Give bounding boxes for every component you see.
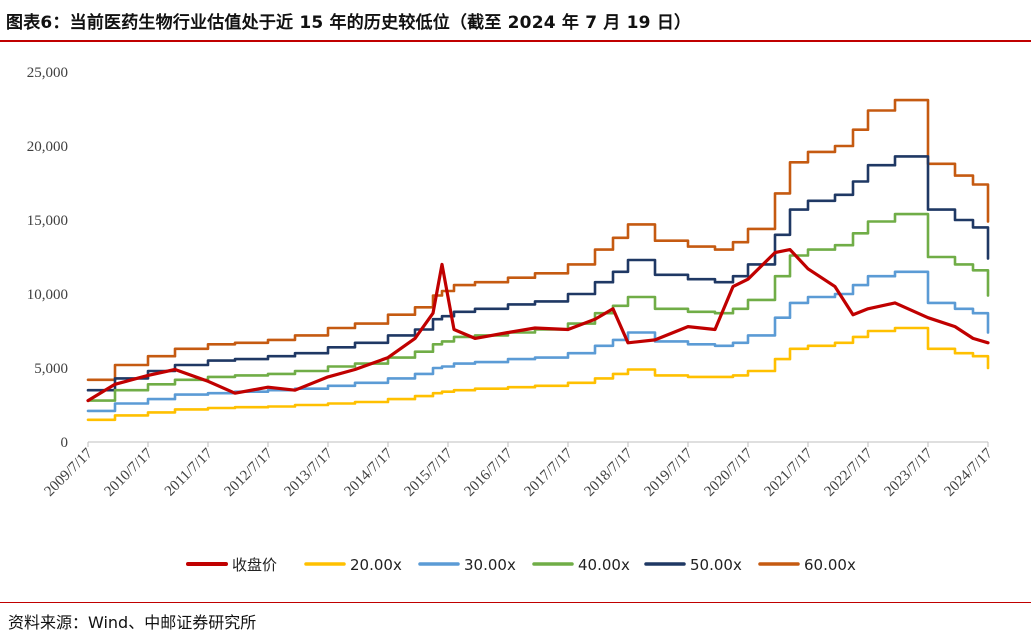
x-tick-label: 2024/7/17 (941, 445, 996, 500)
legend-label: 收盘价 (232, 556, 277, 574)
x-tick-label: 2019/7/17 (641, 445, 696, 500)
y-tick-label: 0 (61, 435, 69, 451)
chart-title: 图表6：当前医药生物行业估值处于近 15 年的历史较低位（截至 2024 年 7… (6, 13, 692, 33)
legend-label: 40.00x (578, 556, 630, 574)
x-tick-label: 2020/7/17 (701, 445, 756, 500)
title-bar: 图表6：当前医药生物行业估值处于近 15 年的历史较低位（截至 2024 年 7… (0, 0, 1031, 38)
footer-divider (0, 602, 1031, 603)
y-tick-label: 15,000 (27, 213, 68, 229)
x-tick-label: 2012/7/17 (221, 445, 276, 500)
series-line (86, 326, 990, 422)
series-line (86, 248, 990, 403)
title-divider (0, 40, 1031, 42)
legend-label: 60.00x (804, 556, 856, 574)
x-tick-label: 2021/7/17 (761, 445, 816, 500)
legend-label: 50.00x (690, 556, 742, 574)
x-tick-label: 2014/7/17 (341, 445, 396, 500)
x-tick-label: 2013/7/17 (281, 445, 336, 500)
legend-label: 20.00x (350, 556, 402, 574)
series-line (86, 98, 990, 382)
x-tick-label: 2010/7/17 (101, 445, 156, 500)
y-tick-label: 10,000 (27, 287, 68, 303)
y-tick-label: 5,000 (34, 361, 68, 377)
series-line (86, 155, 990, 392)
y-tick-label: 25,000 (27, 65, 68, 81)
x-tick-label: 2023/7/17 (881, 445, 936, 500)
legend-label: 30.00x (464, 556, 516, 574)
y-tick-label: 20,000 (27, 139, 68, 155)
series-line (86, 212, 990, 402)
x-tick-label: 2016/7/17 (461, 445, 516, 500)
x-tick-label: 2015/7/17 (401, 445, 456, 500)
series-line (86, 270, 990, 413)
source-note: 资料来源：Wind、中邮证券研究所 (8, 613, 257, 632)
x-tick-label: 2022/7/17 (821, 445, 876, 500)
x-tick-label: 2011/7/17 (162, 445, 216, 499)
x-tick-label: 2017/7/17 (521, 445, 576, 500)
x-tick-label: 2018/7/17 (581, 445, 636, 500)
x-tick-label: 2009/7/17 (41, 445, 96, 500)
